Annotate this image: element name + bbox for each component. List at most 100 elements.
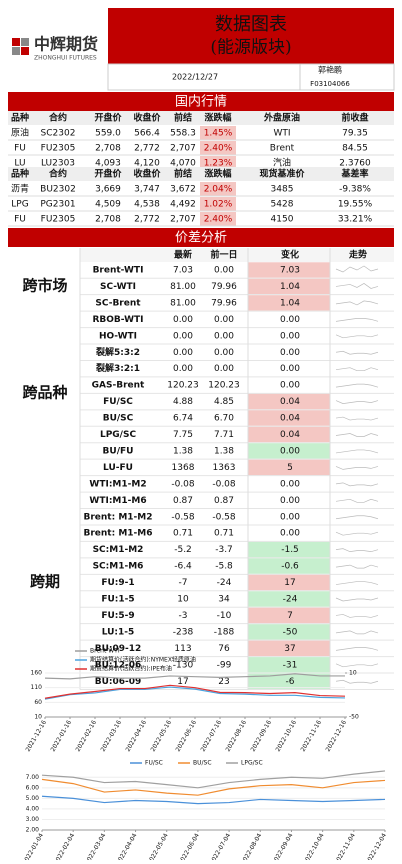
series-line	[44, 686, 346, 700]
column-header: 收盘价	[133, 168, 161, 180]
sparkline	[335, 482, 379, 487]
table-cell: Brent: M1-M6	[83, 529, 152, 539]
x-tick-label: 2022-07-04	[209, 832, 233, 860]
table-cell: SC:M1-M6	[93, 562, 144, 572]
table-cell: FU	[14, 215, 26, 225]
change-cell	[200, 182, 236, 196]
sparkline	[335, 367, 379, 372]
table-cell: HO-WTI	[99, 331, 137, 341]
table-cell: PG2301	[40, 200, 75, 210]
table-cell: 23	[218, 677, 229, 687]
legend-label: Brent-WTI	[90, 648, 120, 655]
table-cell: 2,772	[134, 144, 160, 154]
title-box	[108, 8, 394, 64]
table-cell: -0.6	[281, 562, 299, 572]
column-header: 走势	[348, 249, 367, 261]
table-cell: 原油	[11, 127, 29, 139]
table-cell: FU2305	[41, 144, 76, 154]
section-bar	[8, 92, 394, 111]
sparkline	[335, 300, 379, 306]
table-cell: 0.00	[280, 381, 300, 391]
table-cell: -188	[214, 627, 235, 637]
x-tick-label: 2022-09-04	[271, 832, 295, 860]
change-cell	[248, 393, 330, 410]
sparkline	[335, 466, 379, 470]
table-cell: SC-WTI	[100, 282, 136, 292]
sparkline	[335, 581, 379, 585]
table-cell: 0.00	[173, 331, 193, 341]
change-cell	[248, 558, 330, 574]
y-tick-label: 5.00	[26, 795, 40, 802]
x-tick-label: 2022-10-04	[302, 832, 326, 860]
x-tick-label: 2022-06-04	[177, 832, 201, 860]
table-cell: -238	[173, 627, 194, 637]
y-tick-label: 110	[31, 684, 43, 691]
table-cell: -0.08	[212, 479, 236, 489]
change-cell	[248, 541, 330, 558]
table-cell: 566.4	[134, 129, 160, 139]
table-cell: LU:1-5	[102, 627, 135, 637]
table-cell: 0.00	[173, 315, 193, 325]
date: 2022/12/27	[172, 73, 218, 82]
column-header: 外盘原油	[263, 112, 300, 124]
sparkline	[335, 433, 379, 437]
series-line	[41, 778, 386, 796]
y-tick-label: 10	[34, 714, 42, 721]
table-cell: 0.00	[214, 348, 234, 358]
table-cell: 5428	[271, 200, 294, 210]
sparkline	[335, 318, 379, 322]
change-cell	[200, 212, 236, 226]
y-tick-label: 4.00	[26, 805, 40, 812]
table-cell: 0.00	[280, 496, 300, 506]
table-cell: 裂解5:3:2	[95, 346, 140, 358]
table-cell: 0.87	[173, 496, 193, 506]
change-cell	[248, 459, 330, 476]
change-cell	[248, 443, 330, 459]
table-cell: FU2305	[41, 215, 76, 225]
table-cell: 558.3	[170, 129, 196, 139]
x-tick-label: 2022-09-16	[250, 719, 274, 753]
table-cell: RBOB-WTI	[92, 315, 143, 325]
table-cell: 1.04	[280, 298, 300, 308]
x-tick-label: 2022-01-04	[22, 832, 46, 860]
table-cell: 3485	[271, 185, 294, 195]
table-cell: 7	[287, 611, 293, 621]
table-cell: 2.40%	[204, 144, 233, 154]
table-cell: 10	[177, 595, 189, 605]
x-tick-label: 2022-08-16	[225, 719, 249, 753]
column-header: 涨跌幅	[204, 168, 231, 180]
table-cell: FU/SC	[103, 397, 133, 407]
table-cell: 0.00	[173, 364, 193, 374]
series-line	[41, 770, 386, 789]
table-cell: -10	[217, 611, 232, 621]
table-cell: 17	[284, 578, 295, 588]
table-cell: 汽油	[273, 157, 291, 169]
table-cell: 17	[177, 677, 188, 687]
table-cell: 1.04	[280, 282, 300, 292]
table-cell: 裂解3:2:1	[95, 362, 140, 374]
table-cell: 1.23%	[204, 159, 233, 169]
series-line	[41, 795, 386, 805]
sparkline	[335, 564, 379, 569]
change-cell	[200, 126, 236, 140]
table-cell: 0.00	[214, 315, 234, 325]
table-cell: 113	[174, 644, 191, 654]
table-cell: 0.71	[214, 529, 234, 539]
x-tick-label: 2022-10-16	[275, 719, 299, 753]
x-tick-label: 2022-04-04	[115, 832, 139, 860]
section-title: 国内行情	[175, 94, 227, 110]
column-header: 现货基准价	[259, 168, 305, 180]
sparkline	[335, 283, 379, 289]
sparkline	[335, 400, 379, 404]
sparkline	[335, 515, 379, 520]
change-cell	[248, 426, 330, 443]
x-tick-label: 2022-08-04	[240, 832, 264, 860]
sparkline	[335, 449, 379, 454]
table-cell: 3,669	[95, 185, 121, 195]
table-cell: -24	[283, 595, 298, 605]
x-tick-label: 2022-12-16	[325, 719, 349, 753]
table-cell: 0.00	[214, 364, 234, 374]
table-cell: FU:9-1	[101, 578, 134, 588]
